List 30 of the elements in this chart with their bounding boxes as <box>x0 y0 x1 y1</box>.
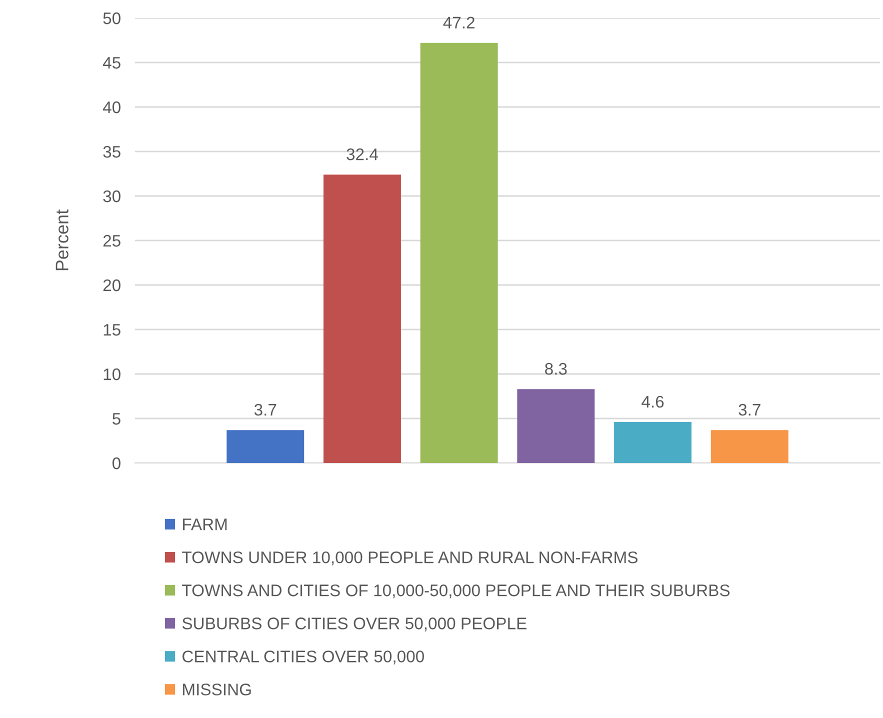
data-label: 3.7 <box>254 404 276 416</box>
y-tick-label: 25 <box>103 234 120 247</box>
y-tick-label: 35 <box>103 146 120 158</box>
data-label: 8.3 <box>545 362 567 375</box>
data-label: 47.2 <box>443 16 474 28</box>
y-tick-label: 40 <box>102 101 120 114</box>
legend-label: SUBURBS OF CITIES OVER 50,000 PEOPLE <box>182 618 526 632</box>
y-tick-label: 5 <box>112 413 120 425</box>
legend-label: TOWNS UNDER 10,000 PEOPLE AND RURAL NON-FARMS <box>182 551 638 566</box>
data-label: 4.6 <box>642 396 664 408</box>
bar <box>226 430 304 463</box>
data-label: 32.4 <box>346 148 378 160</box>
bar <box>323 174 401 463</box>
bar <box>614 422 692 463</box>
y-tick-label: 30 <box>103 190 120 202</box>
y-tick-label: 0 <box>112 457 120 470</box>
y-tick-label: 20 <box>103 279 120 292</box>
data-label: 3.7 <box>738 404 760 416</box>
y-tick-label: 45 <box>102 57 120 69</box>
bar <box>420 42 498 463</box>
y-tick-label: 10 <box>104 368 120 380</box>
y-tick-label: 50 <box>103 12 120 24</box>
bar <box>710 430 788 463</box>
legend-label: FARM <box>183 518 227 530</box>
legend-label: TOWNS AND CITIES OF 10,000-50,000 PEOPLE AND THEIR SUBURBS <box>182 584 730 598</box>
legend-label: MISSING <box>183 684 251 696</box>
y-axis-title: Percent <box>56 210 68 270</box>
legend-label: CENTRAL CITIES OVER 50,000 <box>182 650 424 664</box>
y-tick-label: 15 <box>104 324 120 336</box>
bar <box>517 389 595 463</box>
